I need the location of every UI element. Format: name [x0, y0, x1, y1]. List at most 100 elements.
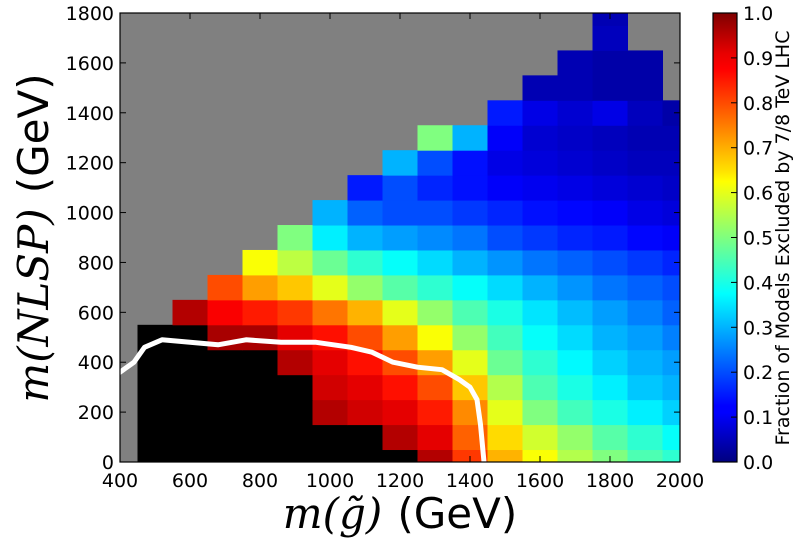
heatmap-cell [487, 449, 523, 462]
heatmap-cell [662, 175, 680, 201]
heatmap-cell [627, 274, 663, 301]
heatmap-cell [662, 374, 680, 401]
heatmap-cell [452, 324, 488, 351]
heatmap-cell [592, 13, 628, 26]
x-axis-ticks: 400 600 800 1000 1200 1400 1600 1800 2000 [102, 13, 704, 492]
heatmap-cell [452, 200, 488, 226]
heatmap-cell [487, 175, 523, 201]
heatmap-cell [417, 399, 453, 426]
heatmap-cell [277, 299, 313, 326]
heatmap-cell [487, 150, 523, 176]
heatmap-cell [627, 299, 663, 326]
heatmap-cell [557, 299, 593, 326]
heatmap-cell [592, 274, 628, 301]
heatmap-cell [242, 249, 278, 276]
heatmap-cell [557, 399, 593, 426]
heatmap-cell [312, 424, 348, 451]
heatmap-cell [522, 399, 558, 426]
heatmap-cell [452, 175, 488, 201]
heatmap-cell [347, 249, 383, 276]
heatmap-cell [382, 324, 418, 351]
heatmap-cell [592, 25, 628, 51]
heatmap-cell [662, 225, 680, 251]
heatmap-cell [522, 100, 558, 126]
x-axis-label-math: m(g̃) [283, 489, 382, 538]
heatmap-cell [207, 399, 243, 426]
colorbar-tick-label: 0.5 [743, 228, 773, 250]
heatmap-cell [522, 225, 558, 251]
heatmap-cell [592, 349, 628, 376]
heatmap-cell [347, 225, 383, 251]
heatmap-cell [592, 374, 628, 401]
heatmap-cell [207, 349, 243, 376]
heatmap-cell [452, 349, 488, 376]
heatmap-cell [417, 324, 453, 351]
heatmap-cell [662, 249, 680, 276]
heatmap-cell [347, 200, 383, 226]
heatmap-cell [662, 399, 680, 426]
heatmap-cell [452, 274, 488, 301]
heatmap-cell [312, 399, 348, 426]
x-tick-label: 1600 [516, 470, 564, 492]
heatmap-cell [242, 274, 278, 301]
heatmap-cell [627, 349, 663, 376]
heatmap-cell [627, 100, 663, 126]
heatmap-cell [382, 249, 418, 276]
heatmap-cell [557, 175, 593, 201]
colorbar-tick-label: 0.4 [743, 272, 773, 294]
heatmap-cell [557, 249, 593, 276]
heatmap-cell [487, 324, 523, 351]
heatmap-cell [627, 150, 663, 176]
heatmap-cell [662, 299, 680, 326]
heatmap-cell [382, 200, 418, 226]
heatmap-cell [592, 150, 628, 176]
y-tick-label: 1600 [66, 53, 114, 75]
heatmap-cell [662, 424, 680, 451]
heatmap-cell [662, 274, 680, 301]
heatmap-cell [347, 299, 383, 326]
heatmap-cell [172, 449, 208, 462]
heatmap-cell [592, 225, 628, 251]
heatmap-cell [592, 449, 628, 462]
heatmap-cell [312, 449, 348, 462]
heatmap-cell [277, 374, 313, 401]
heatmap-cell [592, 399, 628, 426]
colorbar-ticks: 0.0 0.1 0.2 0.3 0.4 0.5 0.6 0.7 0.8 0.9 1.0 [731, 3, 773, 474]
x-tick-label: 2000 [656, 470, 704, 492]
heatmap-cell [242, 374, 278, 401]
heatmap-cell [417, 274, 453, 301]
colorbar-tick-label: 0.0 [743, 452, 773, 474]
heatmap-cell [487, 349, 523, 376]
x-axis-label: m(g̃) (GeV) [283, 489, 517, 538]
x-tick-label: 400 [102, 470, 138, 492]
heatmap-cell [522, 424, 558, 451]
heatmap-cell [452, 299, 488, 326]
heatmap-cell [452, 399, 488, 426]
heatmap-cell [487, 200, 523, 226]
heatmap-cell [557, 374, 593, 401]
heatmap-cell [487, 424, 523, 451]
heatmap-cell [277, 225, 313, 251]
heatmap-cell [522, 249, 558, 276]
heatmap-cell [557, 50, 593, 76]
heatmap-cell [417, 299, 453, 326]
heatmap-cell [662, 449, 680, 462]
heatmap-cell [207, 424, 243, 451]
heatmap-cell [207, 449, 243, 462]
heatmap-cell [382, 424, 418, 451]
heatmap-cell [592, 324, 628, 351]
heatmap-cell [452, 125, 488, 151]
exclusion-contour-line [120, 337, 487, 462]
heatmap-cell [417, 424, 453, 451]
heatmap-cell [242, 424, 278, 451]
heatmap-cell [592, 125, 628, 151]
heatmap-cell [487, 274, 523, 301]
y-tick-label: 400 [78, 352, 114, 374]
heatmap-cell [242, 399, 278, 426]
heatmap-cell [312, 299, 348, 326]
heatmap-cell [522, 274, 558, 301]
heatmap-cell [277, 399, 313, 426]
heatmap-cell [592, 249, 628, 276]
heatmap-cell [312, 200, 348, 226]
